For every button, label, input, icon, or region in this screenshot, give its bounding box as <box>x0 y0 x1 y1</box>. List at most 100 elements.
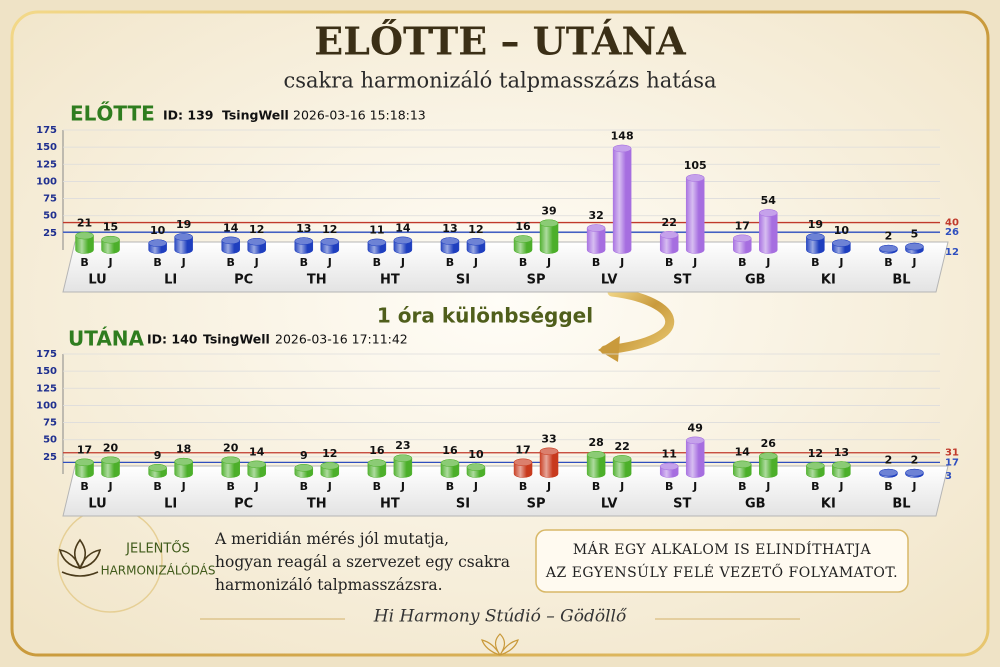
series-label: B <box>373 480 381 493</box>
series-label: B <box>738 480 746 493</box>
value-label: 16 <box>515 220 531 233</box>
y-tick-label: 125 <box>36 159 57 170</box>
bar-cap <box>586 224 606 232</box>
series-label: B <box>884 256 892 269</box>
value-label: 12 <box>249 223 264 236</box>
x-tick-label: TH <box>307 273 327 288</box>
bar <box>685 174 705 254</box>
value-label: 21 <box>77 217 92 230</box>
series-label: J <box>838 256 843 269</box>
x-tick-label: LI <box>164 273 177 288</box>
bar-cap <box>466 463 486 471</box>
bar-cap <box>905 242 924 251</box>
bar-cap <box>733 460 752 469</box>
value-label: 18 <box>176 443 191 456</box>
series-label: J <box>254 256 259 269</box>
x-tick-label: SP <box>527 497 546 512</box>
value-label: 32 <box>588 209 603 222</box>
value-label: 12 <box>322 447 337 460</box>
bar-cap <box>733 234 752 243</box>
series-label: B <box>300 256 308 269</box>
x-tick-label: HT <box>380 273 400 288</box>
bar-cap <box>806 462 825 470</box>
y-tick-label: 125 <box>36 383 57 394</box>
callout-line: MÁR EGY ALKALOM IS ELINDÍTHATJA <box>573 540 872 558</box>
transition-label: 1 óra különbséggel <box>377 304 593 328</box>
lotus-icon <box>58 538 102 577</box>
value-label: 148 <box>611 130 634 143</box>
value-label: 11 <box>369 223 384 236</box>
footer-lotus <box>481 633 519 656</box>
series-label: J <box>473 256 478 269</box>
x-tick-label: SP <box>527 273 546 288</box>
series-label: B <box>592 480 600 493</box>
series-label: B <box>300 480 308 493</box>
series-label: B <box>153 480 161 493</box>
bar-cap <box>148 464 167 472</box>
value-label: 22 <box>614 440 629 453</box>
x-tick-label: GB <box>745 497 766 512</box>
x-tick-label: KI <box>821 273 836 288</box>
chart-device: TsingWell <box>222 108 289 123</box>
series-label: J <box>107 480 112 493</box>
series-label: J <box>838 480 843 493</box>
value-label: 17 <box>515 443 530 456</box>
bar-cap <box>367 238 387 247</box>
value-label: 105 <box>684 159 707 172</box>
value-label: 17 <box>77 443 92 456</box>
series-label: J <box>619 480 624 493</box>
value-label: 10 <box>834 224 850 237</box>
bar-cap <box>806 233 825 241</box>
series-label: B <box>446 256 454 269</box>
chart-floor <box>62 465 949 517</box>
value-label: 14 <box>735 445 751 458</box>
reference-label: 12 <box>945 247 959 258</box>
x-tick-label: HT <box>380 497 400 512</box>
bar-cap <box>659 231 679 239</box>
value-label: 19 <box>808 218 823 231</box>
x-tick-label: BL <box>892 497 910 512</box>
y-tick-label: 25 <box>43 452 57 463</box>
badge-line: JELENTŐS <box>125 541 190 557</box>
series-label: B <box>519 256 527 269</box>
bar-cap <box>148 239 167 247</box>
series-label: J <box>546 480 551 493</box>
value-label: 15 <box>103 221 118 234</box>
y-tick-label: 150 <box>36 142 57 153</box>
value-label: 20 <box>223 441 239 454</box>
y-tick-label: 50 <box>43 435 57 446</box>
chart-timestamp: 2026-03-16 15:18:13 <box>293 108 426 123</box>
callout-line: AZ EGYENSÚLY FELÉ VEZETŐ FOLYAMATOT. <box>545 563 898 581</box>
value-label: 5 <box>911 228 919 241</box>
chart-device: TsingWell <box>203 332 270 347</box>
y-tick-label: 100 <box>36 400 57 411</box>
bar-cap <box>440 237 460 245</box>
series-label: B <box>80 480 88 493</box>
series-label: J <box>911 256 916 269</box>
x-tick-label: BL <box>892 273 910 288</box>
series-label: B <box>811 256 819 269</box>
bar-cap <box>75 231 94 240</box>
x-tick-label: PC <box>234 497 253 512</box>
bar-cap <box>513 458 533 467</box>
bar-cap <box>685 436 705 445</box>
bar-cap <box>879 244 898 253</box>
value-label: 14 <box>223 221 239 234</box>
series-label: B <box>373 256 381 269</box>
value-label: 28 <box>588 436 603 449</box>
reference-label: 31 <box>945 448 959 459</box>
value-label: 12 <box>468 223 483 236</box>
subtitle: csakra harmonizáló talpmasszázs hatása <box>283 69 716 93</box>
series-label: J <box>765 480 770 493</box>
series-label: B <box>519 480 527 493</box>
bar-cap <box>879 468 898 477</box>
bar-cap <box>759 209 778 217</box>
series-label: J <box>692 480 697 493</box>
value-label: 12 <box>322 223 337 236</box>
bar-cap <box>586 451 606 459</box>
value-label: 19 <box>176 218 191 231</box>
bar-cap <box>101 456 120 465</box>
chart-floor <box>62 241 949 293</box>
x-tick-label: LI <box>164 497 177 512</box>
